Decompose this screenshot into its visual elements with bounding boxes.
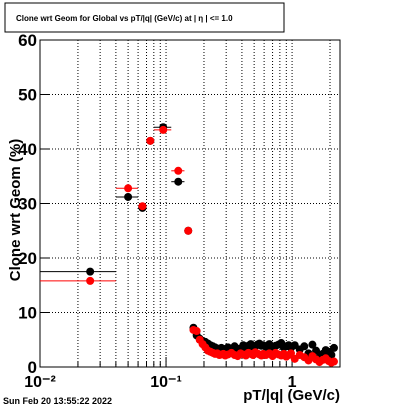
marker xyxy=(146,136,155,145)
data-point xyxy=(153,125,172,134)
marker xyxy=(124,184,133,193)
data-point xyxy=(40,276,116,285)
chart-title: Clone wrt Geom for Global vs pT/|q| (GeV… xyxy=(16,14,233,23)
y-tick-label: 30 xyxy=(18,195,37,214)
data-point xyxy=(171,166,185,175)
marker xyxy=(86,276,95,285)
data-point xyxy=(329,343,338,352)
y-axis-label: Clone wrt Geom (%) xyxy=(7,139,24,282)
marker xyxy=(184,226,193,235)
data-point xyxy=(192,327,201,336)
data-point xyxy=(40,267,116,276)
marker xyxy=(192,327,201,336)
data-point xyxy=(138,202,147,211)
y-tick-label: 40 xyxy=(18,140,37,159)
data-point xyxy=(300,342,309,351)
x-tick-label: 10⁻² xyxy=(24,374,56,391)
marker xyxy=(308,340,317,349)
marker xyxy=(300,342,309,351)
marker xyxy=(329,357,338,366)
marker xyxy=(86,267,95,276)
data-point xyxy=(115,184,139,193)
data-point xyxy=(171,177,185,186)
x-tick-label: 1 xyxy=(288,374,297,391)
y-tick-label: 20 xyxy=(18,249,37,268)
data-point xyxy=(308,340,317,349)
data-point xyxy=(146,136,155,145)
marker xyxy=(329,343,338,352)
data-point xyxy=(115,192,139,201)
marker xyxy=(159,125,168,134)
marker xyxy=(138,202,147,211)
footer-date: Sun Feb 20 13:55:22 2022 xyxy=(3,396,112,406)
x-tick-label: 10⁻¹ xyxy=(150,374,182,391)
data-point xyxy=(184,226,193,235)
data-point xyxy=(329,357,338,366)
marker xyxy=(124,192,133,201)
marker xyxy=(174,166,183,175)
y-tick-label: 50 xyxy=(18,86,37,105)
x-axis-label: pT/|q| (GeV/c) xyxy=(243,387,340,404)
marker xyxy=(174,177,183,186)
y-tick-label: 10 xyxy=(18,304,37,323)
y-tick-label: 60 xyxy=(18,31,37,50)
y-tick-label: 0 xyxy=(28,358,37,377)
title-box xyxy=(4,2,285,33)
